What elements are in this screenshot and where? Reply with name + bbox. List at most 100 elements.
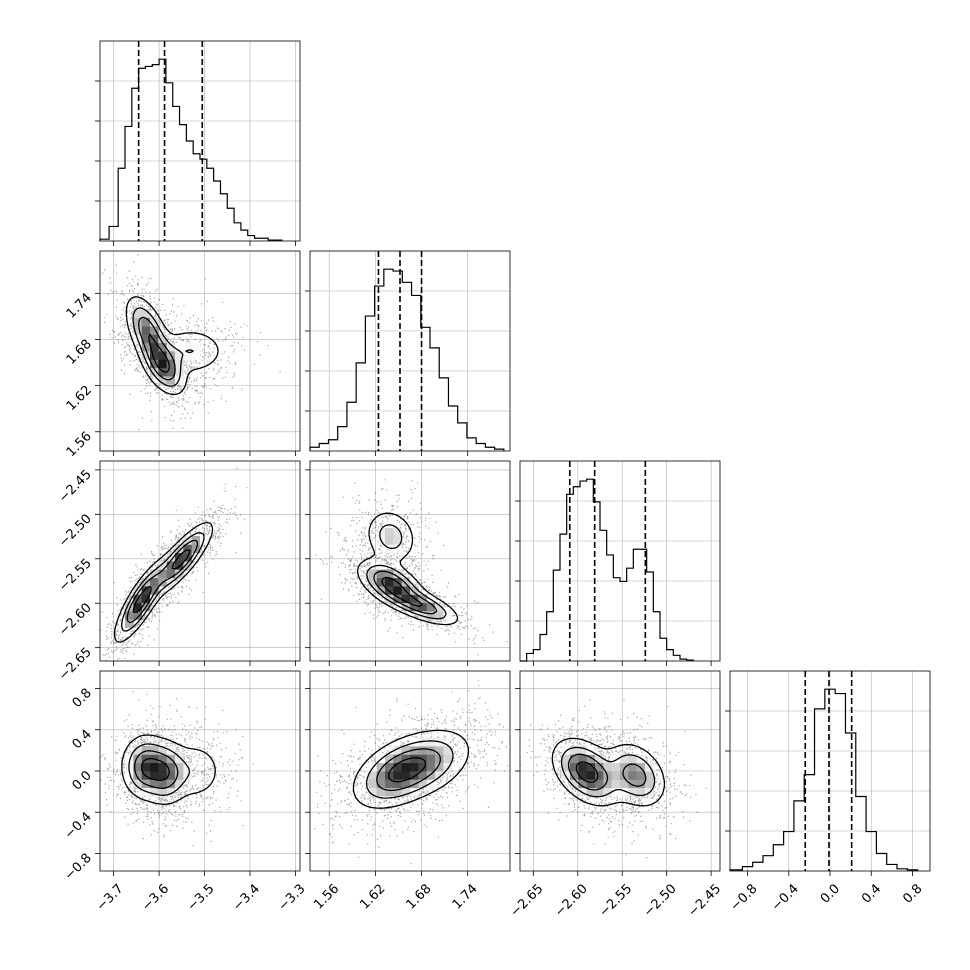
density-cell (443, 611, 453, 620)
histogram-step (309, 268, 505, 451)
density-cell (175, 342, 184, 352)
panel-frame (309, 250, 511, 452)
density-cell (443, 746, 453, 755)
density-cell (628, 754, 638, 764)
density-cell (133, 586, 143, 595)
density-cell (620, 779, 629, 789)
density-cell (385, 754, 394, 764)
x-tick-label: 0.8 (900, 881, 925, 906)
y-tick-label: −2.65 (56, 645, 95, 684)
density-cell (586, 762, 596, 772)
scatter-points (100, 691, 254, 847)
density-cell (150, 351, 159, 360)
density-cell (401, 762, 411, 772)
density-contour (560, 746, 656, 798)
density-cell (158, 762, 168, 772)
density-cell (158, 754, 168, 764)
density-cell (150, 586, 159, 595)
density-cell (166, 569, 176, 579)
density-cell (183, 342, 193, 352)
density-cell (133, 754, 143, 764)
y-tick-label: 0.8 (70, 686, 95, 711)
x-tick-label: 0.4 (859, 881, 884, 906)
density-cell (150, 746, 159, 755)
density-cell (636, 771, 646, 780)
density-cell (141, 342, 151, 352)
density-cell (586, 746, 596, 755)
density-cell (125, 619, 134, 629)
density-cell (158, 342, 168, 352)
y-tick-label: 1.74 (64, 291, 95, 322)
y-tick-label: 0.4 (70, 727, 95, 752)
density-cell (410, 737, 419, 747)
density-cell (368, 787, 378, 797)
density-cell (376, 779, 386, 789)
density-cell (561, 762, 571, 772)
y-tick-label: 1.62 (64, 383, 95, 414)
density-cell (175, 569, 184, 579)
density-cell (636, 762, 646, 772)
density-cell (385, 569, 394, 579)
density-cell (158, 569, 168, 579)
density-cell (595, 754, 604, 764)
density-cell (376, 787, 386, 797)
density-cell (636, 779, 646, 789)
density-cell (175, 359, 184, 369)
density-cell (401, 787, 411, 797)
density-cell (376, 527, 386, 537)
density-cell (166, 762, 176, 772)
x-tick-label: −3.5 (185, 881, 218, 914)
density-cell (141, 754, 151, 764)
density-cell (133, 779, 143, 789)
density-cell (175, 544, 184, 554)
y-tick-label: −2.50 (56, 512, 95, 551)
density-cell (578, 762, 588, 772)
density-cell (385, 577, 394, 587)
x-tick-label: −2.65 (508, 881, 547, 920)
density-cell (578, 754, 588, 764)
density-cell (401, 771, 411, 780)
density-cell (150, 334, 159, 344)
density-cell (418, 611, 428, 620)
density-cell (645, 779, 654, 789)
scatter-points (315, 479, 508, 656)
x-tick-label: 1.68 (404, 881, 435, 912)
density-cell (150, 367, 159, 377)
density-cell (401, 602, 411, 612)
density-cell (620, 771, 629, 780)
density-cell (133, 746, 143, 755)
density-contour (356, 512, 459, 626)
panel-frame (99, 460, 301, 662)
density-cell (570, 762, 579, 772)
x-tick-label: −0.4 (769, 881, 802, 914)
density-contour (567, 753, 647, 791)
density-cell (401, 779, 411, 789)
density-cell (158, 787, 168, 797)
density-cell (443, 762, 453, 772)
density-cell (125, 602, 134, 612)
density-contour (126, 539, 199, 624)
density-cell (636, 787, 646, 797)
density-cell (183, 536, 193, 545)
y-tick-label: 1.56 (64, 429, 95, 460)
y-tick-label: 0.0 (70, 768, 95, 793)
density-cell (141, 746, 151, 755)
density-cell (611, 754, 621, 764)
density-cell (570, 771, 579, 780)
density-contour (133, 750, 179, 789)
density-cell (158, 359, 168, 369)
density-cell (401, 577, 411, 587)
density-contour (366, 524, 447, 620)
density-contour (381, 576, 423, 608)
x-tick-label: 1.74 (450, 881, 481, 912)
density-cell (133, 309, 143, 319)
scatter-panel (305, 460, 511, 666)
x-tick-label: −3.3 (276, 881, 309, 914)
density-cell (385, 527, 394, 537)
density-cell (150, 342, 159, 352)
density-cell (426, 762, 436, 772)
density-cell (150, 326, 159, 335)
histogram-step (520, 478, 694, 662)
density-cell (175, 552, 184, 562)
density-cell (158, 746, 168, 755)
